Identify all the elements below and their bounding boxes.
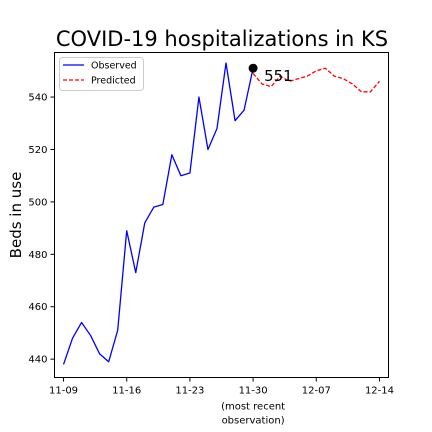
x-tick-label: 11-16 (112, 386, 141, 397)
x-tick-label: 12-14 (365, 386, 394, 397)
y-tick-label: 540 (28, 93, 47, 104)
legend-label-observed: Observed (91, 61, 137, 72)
chart-title: COVID-19 hospitalizations in KS (56, 27, 388, 51)
y-tick-label: 460 (28, 302, 47, 313)
x-tick-label: 11-30 (239, 386, 268, 397)
legend: Observed Predicted (59, 57, 144, 91)
x-tick-label: 12-07 (302, 386, 331, 397)
y-tick-label: 500 (28, 197, 47, 208)
series-line-predicted (252, 67, 380, 93)
annotation-label: 551 (264, 67, 293, 85)
x-axis: 11-09 11-16 11-23 11-30 (most recent observat… (49, 377, 394, 427)
y-axis-title: Beds in use (7, 172, 25, 259)
annotation-layer: 551 (248, 63, 293, 85)
series-line-observed (62, 62, 254, 365)
legend-label-predicted: Predicted (91, 76, 136, 87)
x-tick-sublabel: (most recent (221, 402, 285, 413)
series-layer (62, 62, 380, 365)
x-tick-label: 11-09 (49, 386, 78, 397)
y-tick-label: 480 (28, 250, 47, 261)
y-axis: 440 460 480 500 520 540 (28, 93, 55, 366)
y-tick-label: 520 (28, 145, 47, 156)
x-tick-sublabel: observation) (222, 416, 285, 427)
x-tick-label: 11-23 (175, 386, 204, 397)
plot-frame (54, 52, 389, 378)
annotation-marker (248, 63, 258, 73)
legend-box (59, 57, 144, 91)
y-tick-label: 440 (28, 355, 47, 366)
